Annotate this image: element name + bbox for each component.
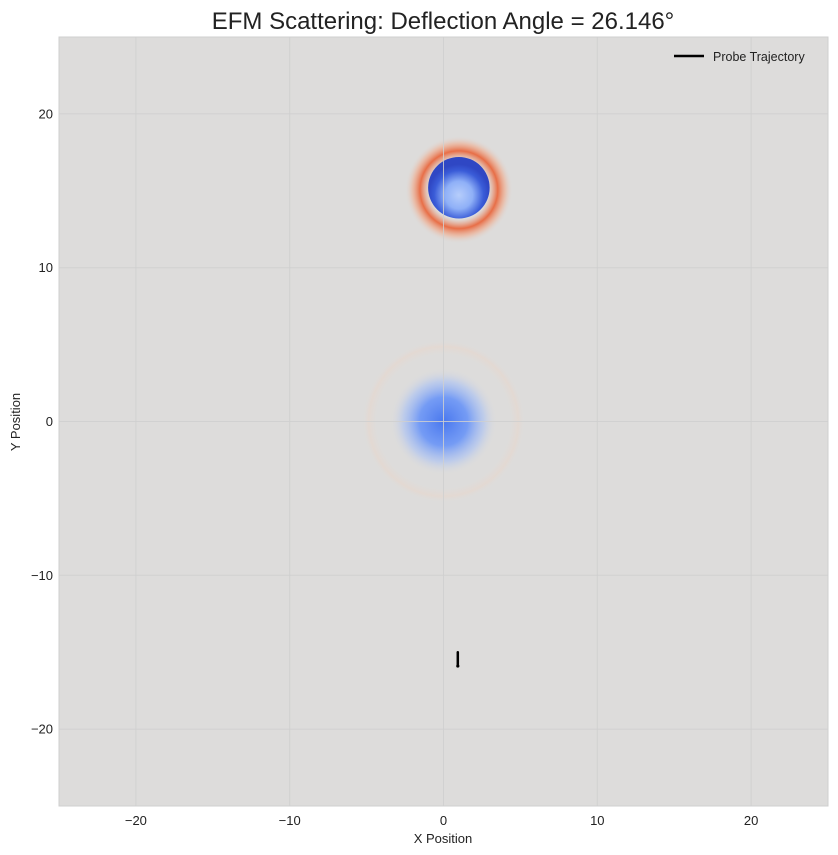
y-tick-label: 10 <box>39 260 53 275</box>
x-axis-label: X Position <box>414 831 473 846</box>
chart-title: EFM Scattering: Deflection Angle = 26.14… <box>212 8 675 35</box>
legend: Probe Trajectory <box>674 50 805 64</box>
y-tick-label: 0 <box>46 414 53 429</box>
grid <box>59 37 828 806</box>
x-tick-label: 20 <box>744 813 758 828</box>
probe-packet-core <box>428 156 490 219</box>
x-tick-label: 0 <box>440 813 447 828</box>
x-tick-label: −20 <box>125 813 147 828</box>
plot-frame <box>58 36 829 807</box>
y-tick-label: −10 <box>31 568 53 583</box>
y-tick-labels: −20 −10 0 10 20 <box>31 106 53 736</box>
y-axis-label: Y Position <box>8 393 23 451</box>
y-tick-label: −20 <box>31 722 53 737</box>
y-tick-label: 20 <box>39 106 53 121</box>
series-layer <box>456 650 460 668</box>
probe-trajectory-endpoint <box>456 664 460 668</box>
x-tick-label: −10 <box>279 813 301 828</box>
x-tick-labels: −20 −10 0 10 20 <box>125 813 758 828</box>
legend-label-probe-trajectory: Probe Trajectory <box>713 50 805 64</box>
x-tick-label: 10 <box>590 813 604 828</box>
